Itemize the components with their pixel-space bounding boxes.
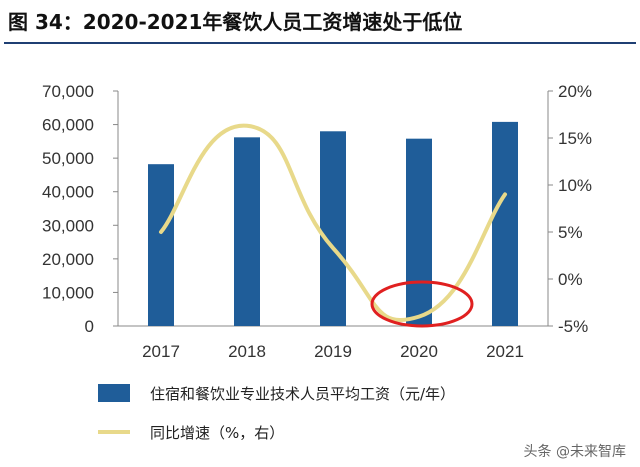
- bar-2020: [406, 138, 432, 326]
- left-axis-tick-label: 0: [85, 317, 94, 336]
- left-axis-tick-label: 30,000: [42, 216, 94, 235]
- right-axis-tick-label: 15%: [558, 129, 592, 148]
- legend-label-bar: 住宿和餐饮业专业技术人员平均工资（元/年）: [150, 385, 455, 403]
- x-tick-label: 2019: [314, 342, 352, 361]
- left-axis-tick-label: 50,000: [42, 149, 94, 168]
- legend-swatch-bar: [98, 384, 130, 402]
- left-axis-tick-label: 60,000: [42, 116, 94, 135]
- x-tick-label: 2018: [228, 342, 266, 361]
- legend-label-line: 同比增速（%，右）: [150, 424, 284, 442]
- bar-2021: [492, 121, 518, 326]
- bar-2019: [320, 131, 346, 326]
- left-axis-tick-label: 40,000: [42, 183, 94, 202]
- x-tick-label: 2020: [400, 342, 438, 361]
- title-divider: [4, 42, 636, 44]
- right-axis-tick-label: 20%: [558, 82, 592, 101]
- left-axis-tick-label: 70,000: [42, 82, 94, 101]
- right-axis-tick-label: 10%: [558, 176, 592, 195]
- x-tick-label: 2017: [142, 342, 180, 361]
- bar-2017: [148, 164, 174, 326]
- left-axis-tick-label: 20,000: [42, 250, 94, 269]
- right-axis-tick-label: -5%: [558, 317, 588, 336]
- right-axis-tick-label: 0%: [558, 270, 583, 289]
- highlight-circle-2020: [370, 280, 474, 328]
- watermark: 头条 @未来智库: [523, 444, 626, 460]
- left-axis-tick-label: 10,000: [42, 283, 94, 302]
- bar-2018: [234, 137, 260, 326]
- x-tick-label: 2021: [486, 342, 524, 361]
- growth-rate-line: [159, 123, 507, 322]
- chart-title: 图 34：2020-2021年餐饮人员工资增速处于低位: [8, 10, 463, 34]
- right-axis-tick-label: 5%: [558, 223, 583, 242]
